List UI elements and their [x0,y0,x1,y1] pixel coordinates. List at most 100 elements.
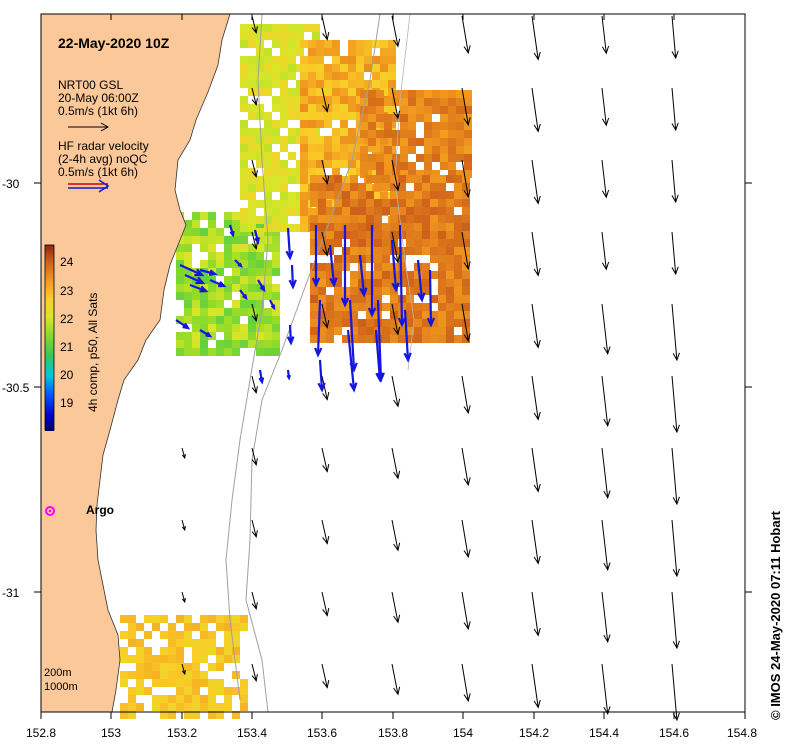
colorbar-segment [45,343,54,345]
model-arrow [391,303,401,336]
sst-pixel [334,271,342,279]
model-arrow [671,15,679,60]
sst-pixel [256,308,264,316]
sst-pixel [334,231,342,239]
sst-pixel [288,24,296,32]
sst-pixel [340,120,348,128]
sst-pixel [366,327,374,335]
sst-pixel [256,104,264,112]
colorbar-segment [45,333,54,335]
sst-pixel [398,207,406,215]
sst-pixel [200,244,208,252]
sst-pixel [184,623,192,631]
sst-pixel [240,56,248,64]
sst-pixel [376,154,384,162]
sst-pixel [358,215,366,223]
sst-pixel [356,40,364,48]
sst-pixel [350,279,358,287]
sst-pixel [382,223,390,231]
sst-pixel [280,184,288,192]
model-arrow [461,591,471,631]
sst-pixel [120,711,128,719]
sst-pixel [176,284,184,292]
sst-pixel [316,96,324,104]
model-arrow [531,15,541,61]
sst-pixel [348,104,356,112]
sst-pixel [432,130,440,138]
sst-pixel [248,332,256,340]
sst-pixel [358,199,366,207]
sst-pixel [200,703,208,711]
model-arrow [251,375,258,394]
sst-pixel [310,295,318,303]
sst-pixel [424,122,432,130]
sst-pixel [316,152,324,160]
sst-pixel [438,255,446,263]
sst-pixel [308,160,316,168]
sst-pixel [308,128,316,136]
sst-pixel [348,48,356,56]
sst-pixel [310,327,318,335]
sst-pixel [160,631,168,639]
sst-pixel [192,639,200,647]
sst-pixel [300,120,308,128]
sst-pixel [342,311,350,319]
sst-pixel [160,671,168,679]
legend-radar-line3: 0.5m/s (1kt 6h) [58,165,139,179]
sst-pixel [326,327,334,335]
sst-pixel [360,114,368,122]
sst-pixel [326,207,334,215]
sst-pixel [446,327,454,335]
sst-pixel [288,176,296,184]
sst-pixel [272,260,280,268]
sst-pixel [184,268,192,276]
sst-pixel [280,192,288,200]
sst-pixel [208,244,216,252]
sst-pixel [208,260,216,268]
sst-pixel [350,295,358,303]
sst-pixel [390,295,398,303]
sst-pixel [448,90,456,98]
sst-pixel [384,162,392,170]
sst-pixel [168,703,176,711]
sst-pixel [446,207,454,215]
sst-pixel [342,199,350,207]
sst-pixel [310,175,318,183]
sst-pixel [364,80,372,88]
sst-pixel [176,695,184,703]
sst-pixel [216,679,224,687]
sst-pixel [272,152,280,160]
sst-pixel [326,191,334,199]
sst-pixel [308,112,316,120]
colorbar-segment [45,375,54,377]
scale-label-200m: 200m [44,667,72,679]
colorbar-segment [45,303,54,305]
sst-pixel [300,104,308,112]
sst-pixel [366,319,374,327]
sst-pixel [240,324,248,332]
sst-pixel [454,287,462,295]
sst-pixel [176,292,184,300]
sst-pixel [422,239,430,247]
sst-pixel [272,236,280,244]
sst-pixel [256,276,264,284]
sst-pixel [374,287,382,295]
sst-pixel [360,122,368,130]
sst-pixel [232,631,240,639]
sst-pixel [256,64,264,72]
sst-pixel [360,98,368,106]
sst-pixel [264,160,272,168]
colorbar-segment [45,317,54,319]
sst-pixel [384,154,392,162]
sst-pixel [464,130,472,138]
sst-pixel [272,136,280,144]
sst-pixel [348,56,356,64]
sst-pixel [430,223,438,231]
sst-pixel [454,215,462,223]
sst-pixel [248,32,256,40]
sst-pixel [360,90,368,98]
sst-pixel [348,88,356,96]
sst-pixel [326,271,334,279]
sst-pixel [432,146,440,154]
sst-pixel [406,295,414,303]
